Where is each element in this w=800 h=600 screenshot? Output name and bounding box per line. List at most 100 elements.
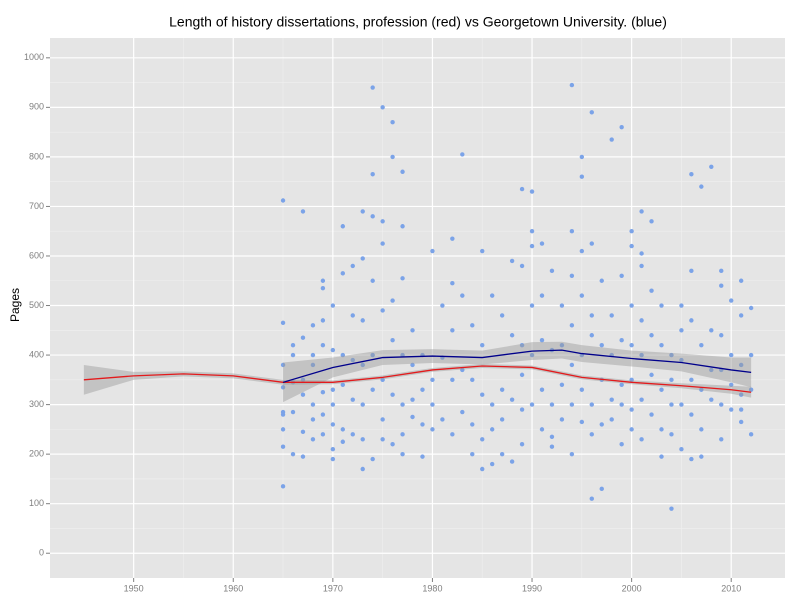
point <box>589 313 594 318</box>
point <box>529 402 535 407</box>
point <box>529 189 535 194</box>
x-tick-label: 1950 <box>124 583 144 593</box>
point <box>529 243 535 249</box>
point <box>489 293 495 298</box>
point <box>410 414 415 420</box>
point <box>380 308 385 313</box>
point <box>380 219 385 224</box>
point <box>330 402 336 407</box>
point <box>370 352 375 358</box>
point <box>360 209 365 214</box>
point <box>300 392 306 397</box>
point <box>460 409 465 415</box>
point <box>639 397 644 402</box>
point <box>320 278 326 283</box>
point <box>480 342 485 348</box>
point <box>489 402 495 407</box>
point <box>400 352 405 358</box>
y-tick-label: 700 <box>29 201 44 211</box>
point <box>569 323 575 328</box>
point <box>509 333 515 338</box>
point <box>738 407 744 412</box>
point <box>659 454 664 459</box>
point <box>340 271 346 276</box>
point <box>280 412 286 417</box>
point <box>659 342 664 348</box>
point <box>519 186 525 192</box>
y-tick-label: 400 <box>29 349 44 359</box>
point <box>699 454 704 459</box>
point <box>529 352 535 358</box>
point <box>360 256 365 261</box>
point <box>719 268 724 274</box>
point <box>639 318 644 323</box>
y-tick-label: 300 <box>29 399 44 409</box>
point <box>310 402 316 407</box>
point <box>669 377 674 383</box>
point <box>370 387 375 392</box>
point <box>290 342 296 348</box>
point <box>709 397 714 402</box>
point <box>719 333 724 338</box>
point <box>440 417 445 422</box>
point <box>350 432 355 437</box>
chart-title: Length of history dissertations, profess… <box>169 14 667 30</box>
point <box>300 335 306 340</box>
point <box>719 437 724 442</box>
point <box>310 323 316 328</box>
point <box>589 402 594 407</box>
point <box>470 451 475 457</box>
point <box>519 342 525 348</box>
point <box>619 124 624 130</box>
point <box>400 451 405 457</box>
point <box>480 392 485 397</box>
point <box>539 338 545 343</box>
point <box>748 305 754 311</box>
point <box>370 214 375 219</box>
point <box>390 338 395 343</box>
point <box>420 422 425 427</box>
point <box>340 224 346 229</box>
point <box>589 241 594 246</box>
point <box>360 437 365 442</box>
point <box>549 268 555 274</box>
x-tick-label: 2010 <box>721 583 741 593</box>
point <box>410 328 415 333</box>
point <box>659 427 664 432</box>
x-tick-label: 1980 <box>422 583 442 593</box>
point <box>699 387 704 392</box>
point <box>609 313 614 318</box>
point <box>460 293 465 298</box>
y-tick-label: 600 <box>29 250 44 260</box>
point <box>340 427 346 432</box>
y-tick-label: 1000 <box>24 52 44 62</box>
point <box>639 251 644 256</box>
point <box>669 402 674 407</box>
point <box>509 459 515 464</box>
point <box>300 209 306 214</box>
point <box>370 278 375 283</box>
point <box>470 377 475 383</box>
point <box>350 397 355 402</box>
point <box>330 456 336 462</box>
point <box>390 442 395 447</box>
point <box>450 236 455 241</box>
point <box>549 444 555 449</box>
point <box>350 313 355 318</box>
point <box>370 172 375 177</box>
point <box>609 417 614 422</box>
point <box>380 437 385 442</box>
y-tick-label: 200 <box>29 449 44 459</box>
point <box>539 387 545 392</box>
point <box>599 422 604 427</box>
point <box>649 333 654 338</box>
point <box>320 412 326 417</box>
point <box>499 417 505 422</box>
point <box>320 432 326 437</box>
point <box>400 169 405 174</box>
point <box>639 352 644 358</box>
point <box>679 402 684 407</box>
point <box>509 258 515 264</box>
point <box>430 427 435 432</box>
point <box>709 367 714 373</box>
